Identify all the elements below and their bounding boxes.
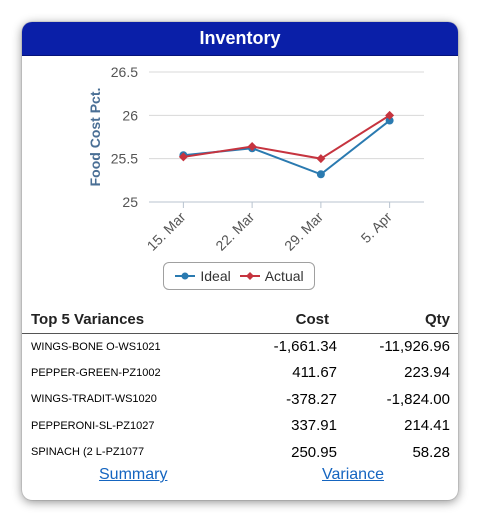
point-actual [247,142,257,152]
legend-actual-label: Actual [264,268,304,284]
row-qty: 214.41 [404,417,450,435]
row-cost: 411.67 [292,364,337,382]
legend-item-actual[interactable]: Actual [239,268,304,284]
row-qty: 223.94 [404,364,450,382]
y-tick-label: 26.5 [111,64,138,80]
x-tick-label: 29. Mar [281,209,326,254]
row-cost: 337.91 [291,417,337,435]
row-cost: -1,661.34 [273,338,337,355]
legend-ideal-marker [175,272,196,280]
table-row: SPINACH (2 L-PZ1077 250.95 58.28 [22,439,458,466]
legend-item-ideal[interactable]: Ideal [174,268,231,284]
point-ideal [316,170,325,179]
header-qty: Qty [337,307,458,334]
y-tick-label: 25 [122,194,138,210]
summary-link[interactable]: Summary [99,466,168,483]
row-name: PEPPER-GREEN-PZ1002 [31,366,161,379]
point-actual [385,110,395,120]
row-cost: 250.95 [291,443,337,461]
y-axis-title: Food Cost Pct. [87,88,103,187]
row-name: PEPPERONI-SL-PZ1027 [31,419,155,432]
table-header-row: Top 5 Variances Cost Qty [22,307,458,334]
row-cost: -378.27 [286,390,337,408]
footer-links: Summary Variance [22,464,458,486]
row-name: WINGS-BONE O-WS1021 [31,340,161,353]
row-name: WINGS-TRADIT-WS1020 [31,393,157,406]
legend-ideal-label: Ideal [200,268,231,284]
series-line-ideal [183,119,391,176]
table-row: WINGS-TRADIT-WS1020 -378.27 -1,824.00 [22,386,458,413]
x-tick-label: 15. Mar [144,209,189,254]
variance-link[interactable]: Variance [322,466,384,483]
row-qty: -11,926.96 [379,338,450,355]
header-name: Top 5 Variances [22,307,222,334]
point-actual [316,154,326,164]
y-tick-label: 26 [122,107,138,123]
x-tick-label: 22. Mar [212,209,257,254]
series-line-actual [183,114,391,160]
legend-actual-marker [239,272,260,280]
row-qty: -1,824.00 [386,390,450,408]
widget-title: Inventory [22,22,458,56]
header-cost: Cost [222,307,337,334]
point-actual [178,152,188,162]
table-row: WINGS-BONE O-WS1021 -1,661.34 -11,926.96 [22,333,458,360]
food-cost-chart: 25 25.5 26 26.5 15. Mar 22. Mar 29. Mar 5. Apr F… [87,64,424,254]
chart-legend: Ideal Actual [163,262,315,290]
table-row: PEPPER-GREEN-PZ1002 411.67 223.94 [22,360,458,387]
x-tick-label: 5. Apr [358,209,395,246]
row-name: SPINACH (2 L-PZ1077 [31,446,145,459]
table-row: PEPPERONI-SL-PZ1027 337.91 214.41 [22,413,458,440]
point-ideal [385,116,394,125]
variances-table: Top 5 Variances Cost Qty WINGS-BONE O-WS… [22,307,458,466]
y-tick-label: 25.5 [111,151,138,167]
inventory-widget: Inventory 25 25.5 26 26.5 15. Mar 22. Mar 29. … [22,22,458,500]
row-qty: 58.28 [412,443,450,461]
